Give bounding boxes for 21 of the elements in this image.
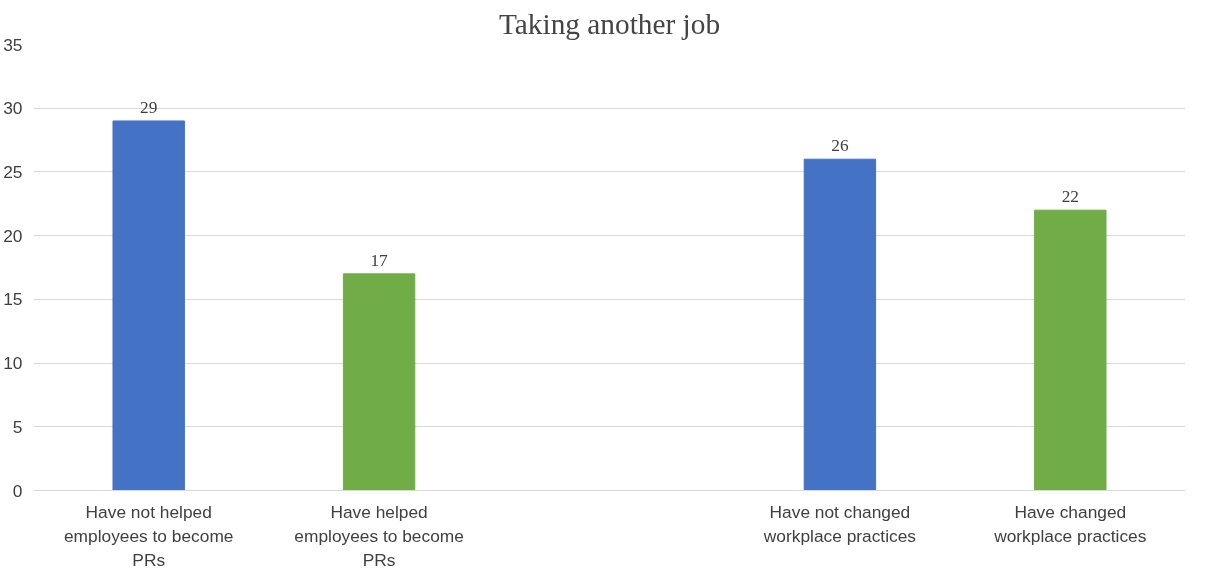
data-label: 26 xyxy=(831,136,849,156)
bar xyxy=(1034,209,1107,491)
y-tick-label: 30 xyxy=(3,98,23,119)
data-label: 29 xyxy=(140,97,158,117)
y-tick-label: 5 xyxy=(12,416,23,437)
x-tick-label: Have helped employees to become PRs xyxy=(294,501,464,570)
y-tick-label: 20 xyxy=(3,225,23,246)
data-label: 17 xyxy=(370,250,389,270)
x-tick-label: Have not helped employees to become PRs xyxy=(63,501,234,570)
x-tick-label: Have changed workplace practices xyxy=(993,501,1147,546)
bar xyxy=(803,158,877,491)
y-tick-label: 0 xyxy=(12,480,23,501)
x-tick-label: Have not changed workplace practices xyxy=(762,501,917,546)
bar xyxy=(112,120,185,491)
chart-title: Taking another job xyxy=(498,7,721,40)
data-label: 22 xyxy=(1061,187,1079,207)
y-tick-label: 15 xyxy=(3,289,23,310)
y-tick-label: 35 xyxy=(3,34,23,55)
bar xyxy=(342,273,416,491)
y-tick-label: 25 xyxy=(3,161,23,182)
y-tick-label: 10 xyxy=(3,353,23,374)
